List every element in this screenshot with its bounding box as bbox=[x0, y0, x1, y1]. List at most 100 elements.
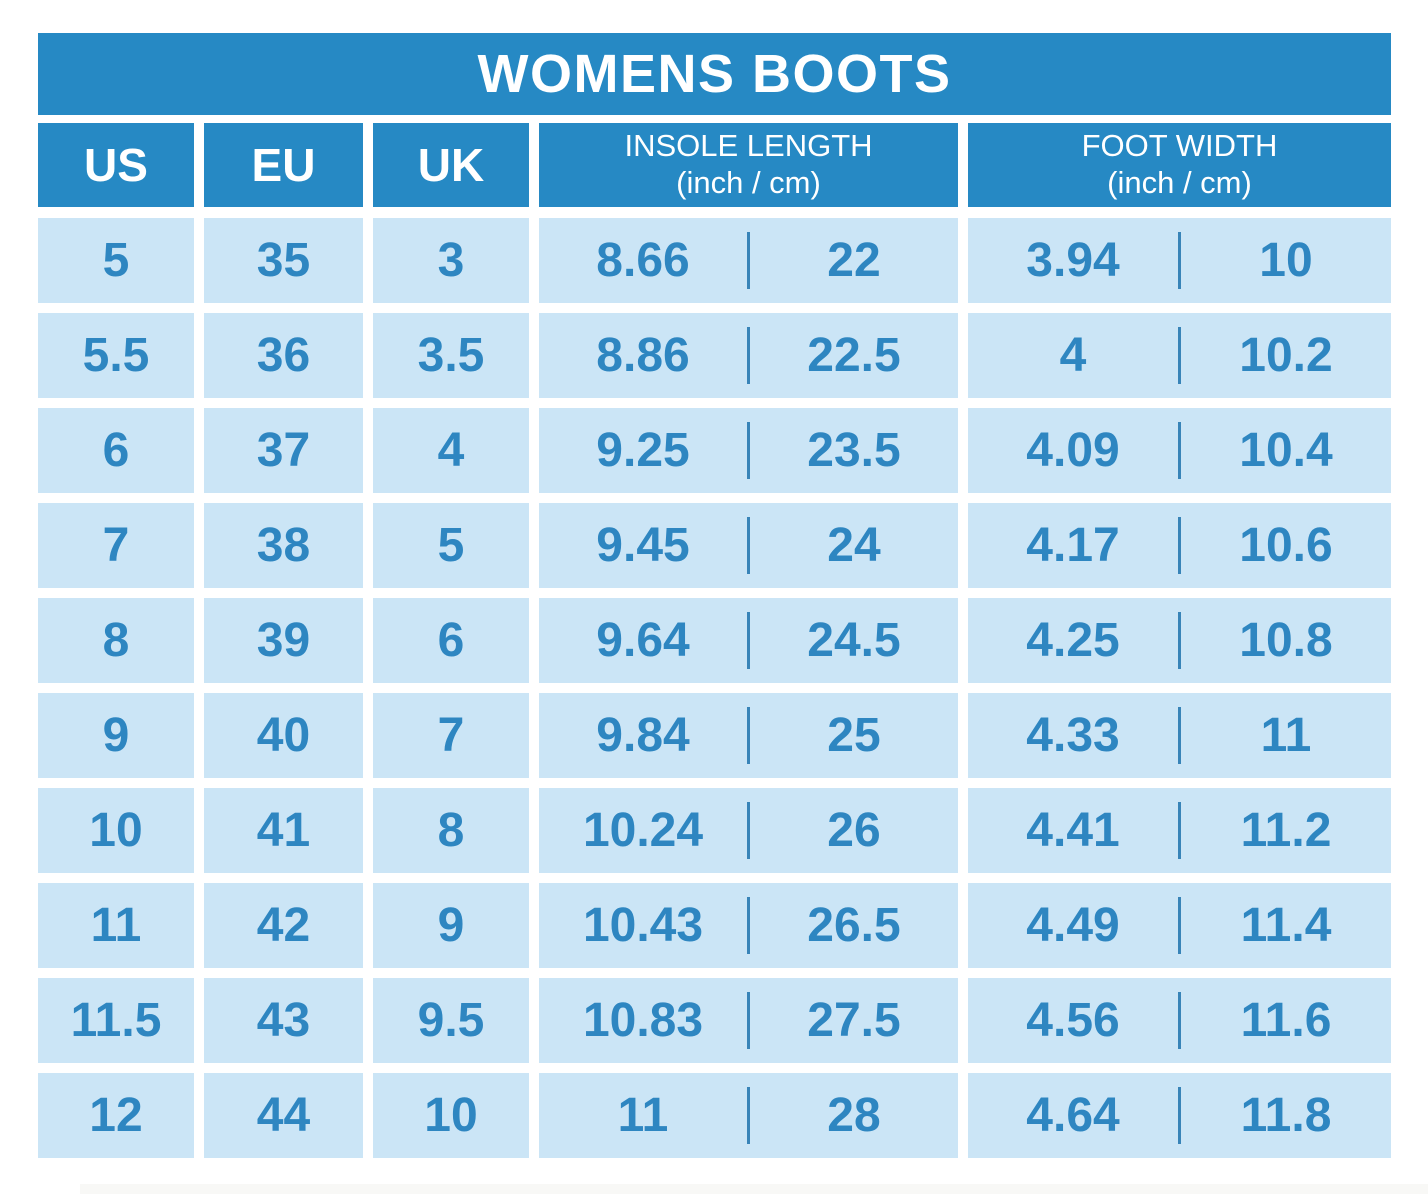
cell-uk-size: 6 bbox=[373, 598, 529, 683]
cell-us-size: 10 bbox=[38, 788, 194, 873]
cell-uk-size: 10 bbox=[373, 1073, 529, 1158]
inch-cm-divider-line bbox=[1178, 232, 1181, 289]
cell-insole-length: 10.43 26.5 bbox=[539, 883, 958, 968]
inch-cm-divider-line bbox=[747, 992, 750, 1049]
cell-foot-width: 4.09 10.4 bbox=[968, 408, 1391, 493]
inch-cm-divider-line bbox=[1178, 1087, 1181, 1144]
cell-insole-inch: 10.24 bbox=[582, 804, 704, 857]
cell-eu-size: 39 bbox=[204, 598, 363, 683]
table-header-row: US EU UK INSOLE LENGTH (inch / cm) FOOT … bbox=[38, 123, 1391, 207]
inch-cm-divider-line bbox=[747, 897, 750, 954]
cropped-next-section-edge bbox=[80, 1184, 1428, 1194]
cell-insole-inch: 9.84 bbox=[596, 709, 690, 762]
cell-insole-inch: 8.86 bbox=[596, 329, 690, 382]
cell-uk-size: 9 bbox=[373, 883, 529, 968]
cell-insole-cm: 27.5 bbox=[807, 994, 901, 1047]
cell-eu-size: 41 bbox=[204, 788, 363, 873]
cell-foot-cm: 10.8 bbox=[1239, 614, 1333, 667]
col-header-eu: EU bbox=[204, 123, 363, 207]
cell-insole-cm: 28 bbox=[827, 1089, 881, 1142]
cell-insole-length: 9.45 24 bbox=[539, 503, 958, 588]
cell-foot-inch: 4.64 bbox=[1026, 1089, 1120, 1142]
inch-cm-divider-line bbox=[747, 327, 750, 384]
cell-insole-inch: 8.66 bbox=[596, 234, 690, 287]
cell-foot-inch: 4.56 bbox=[1026, 994, 1120, 1047]
cell-eu-size: 40 bbox=[204, 693, 363, 778]
cell-insole-length: 10.24 26 bbox=[539, 788, 958, 873]
cell-foot-cm: 11.6 bbox=[1240, 994, 1332, 1047]
cell-foot-width: 4.33 11 bbox=[968, 693, 1391, 778]
cell-insole-length: 10.83 27.5 bbox=[539, 978, 958, 1063]
cell-uk-size: 3.5 bbox=[373, 313, 529, 398]
cell-foot-inch: 3.94 bbox=[1026, 234, 1120, 287]
inch-cm-divider-line bbox=[1178, 802, 1181, 859]
table-row: 11 42 9 10.43 26.5 4.49 11.4 bbox=[38, 883, 1391, 968]
table-row: 9 40 7 9.84 25 4.33 11 bbox=[38, 693, 1391, 778]
cell-foot-inch: 4.17 bbox=[1026, 519, 1120, 572]
cell-foot-cm: 11.8 bbox=[1240, 1089, 1332, 1142]
table-row: 11.5 43 9.5 10.83 27.5 4.56 11.6 bbox=[38, 978, 1391, 1063]
size-chart-table: WOMENS BOOTS US EU UK INSOLE LENGTH (inc… bbox=[38, 33, 1391, 1168]
cell-foot-width: 4.64 11.8 bbox=[968, 1073, 1391, 1158]
page-title: WOMENS BOOTS bbox=[477, 44, 952, 104]
cell-eu-size: 43 bbox=[204, 978, 363, 1063]
table-row: 5.5 36 3.5 8.86 22.5 4 10.2 bbox=[38, 313, 1391, 398]
cell-insole-cm: 22.5 bbox=[807, 329, 901, 382]
cell-insole-cm: 25 bbox=[827, 709, 881, 762]
cell-us-size: 8 bbox=[38, 598, 194, 683]
cell-eu-size: 38 bbox=[204, 503, 363, 588]
inch-cm-divider-line bbox=[747, 517, 750, 574]
cell-uk-size: 9.5 bbox=[373, 978, 529, 1063]
cell-insole-cm: 24 bbox=[827, 519, 881, 572]
cell-insole-cm: 22 bbox=[827, 234, 881, 287]
cell-insole-length: 8.86 22.5 bbox=[539, 313, 958, 398]
cell-foot-width: 3.94 10 bbox=[968, 218, 1391, 303]
cell-us-size: 6 bbox=[38, 408, 194, 493]
cell-insole-inch: 10.83 bbox=[582, 994, 704, 1047]
table-row: 10 41 8 10.24 26 4.41 11.2 bbox=[38, 788, 1391, 873]
cell-insole-inch: 9.64 bbox=[596, 614, 690, 667]
cell-eu-size: 42 bbox=[204, 883, 363, 968]
inch-cm-divider-line bbox=[747, 232, 750, 289]
cell-foot-inch: 4.41 bbox=[1026, 804, 1120, 857]
col-header-insole-length-title: INSOLE LENGTH bbox=[624, 128, 873, 164]
cell-insole-length: 11 28 bbox=[539, 1073, 958, 1158]
inch-cm-divider-line bbox=[1178, 422, 1181, 479]
cell-us-size: 9 bbox=[38, 693, 194, 778]
col-header-insole-length-units: (inch / cm) bbox=[676, 165, 821, 200]
cell-eu-size: 36 bbox=[204, 313, 363, 398]
cell-insole-inch: 9.45 bbox=[596, 519, 690, 572]
col-header-foot-width-units: (inch / cm) bbox=[1107, 165, 1252, 200]
cell-insole-inch: 11 bbox=[617, 1089, 669, 1142]
cell-us-size: 5 bbox=[38, 218, 194, 303]
cell-eu-size: 44 bbox=[204, 1073, 363, 1158]
cell-us-size: 12 bbox=[38, 1073, 194, 1158]
cell-insole-cm: 24.5 bbox=[807, 614, 901, 667]
cell-foot-inch: 4.09 bbox=[1026, 424, 1120, 477]
inch-cm-divider-line bbox=[1178, 327, 1181, 384]
cell-foot-inch: 4 bbox=[1059, 329, 1087, 382]
table-row: 6 37 4 9.25 23.5 4.09 10.4 bbox=[38, 408, 1391, 493]
cell-foot-width: 4 10.2 bbox=[968, 313, 1391, 398]
cell-insole-cm: 26.5 bbox=[807, 899, 901, 952]
cell-foot-width: 4.56 11.6 bbox=[968, 978, 1391, 1063]
cell-foot-inch: 4.25 bbox=[1026, 614, 1120, 667]
inch-cm-divider-line bbox=[747, 1087, 750, 1144]
cell-uk-size: 8 bbox=[373, 788, 529, 873]
col-header-uk: UK bbox=[373, 123, 529, 207]
cell-insole-length: 9.84 25 bbox=[539, 693, 958, 778]
cell-us-size: 11.5 bbox=[38, 978, 194, 1063]
cell-insole-cm: 26 bbox=[827, 804, 881, 857]
col-header-foot-width-title: FOOT WIDTH bbox=[1081, 128, 1278, 164]
cell-uk-size: 4 bbox=[373, 408, 529, 493]
cell-us-size: 11 bbox=[38, 883, 194, 968]
cell-foot-inch: 4.49 bbox=[1026, 899, 1120, 952]
inch-cm-divider-line bbox=[747, 802, 750, 859]
cell-foot-width: 4.41 11.2 bbox=[968, 788, 1391, 873]
cell-foot-cm: 11.4 bbox=[1240, 899, 1332, 952]
cell-foot-cm: 11.2 bbox=[1240, 804, 1332, 857]
cell-insole-length: 9.25 23.5 bbox=[539, 408, 958, 493]
cell-insole-cm: 23.5 bbox=[807, 424, 901, 477]
cell-foot-cm: 11 bbox=[1260, 709, 1312, 762]
table-row: 12 44 10 11 28 4.64 11.8 bbox=[38, 1073, 1391, 1158]
